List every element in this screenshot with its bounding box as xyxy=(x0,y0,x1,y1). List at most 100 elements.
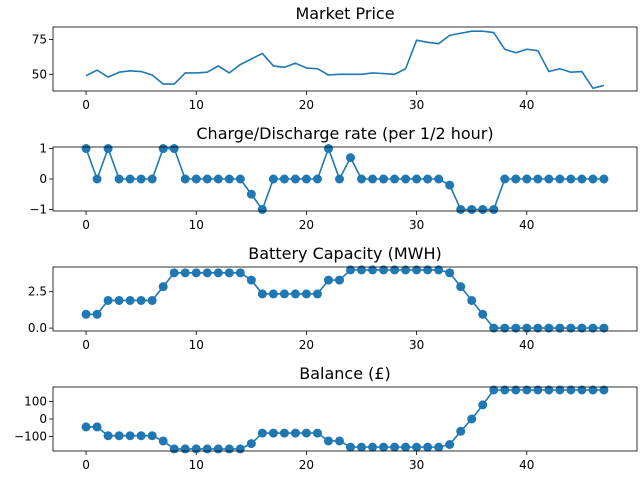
data-point xyxy=(81,422,91,432)
x-tick-label: 10 xyxy=(189,338,204,352)
data-point xyxy=(390,174,400,184)
data-point xyxy=(577,174,587,184)
data-point xyxy=(180,268,190,278)
data-point xyxy=(235,174,245,184)
data-point xyxy=(92,309,102,319)
data-point xyxy=(423,442,433,452)
data-point xyxy=(445,180,455,190)
data-point xyxy=(169,444,179,454)
data-point xyxy=(412,265,422,275)
y-tick-label: −1 xyxy=(29,202,47,216)
data-point xyxy=(136,431,146,441)
data-point xyxy=(290,289,300,299)
data-point xyxy=(125,431,135,441)
data-point xyxy=(169,144,179,154)
data-point xyxy=(334,436,344,446)
data-point xyxy=(180,174,190,184)
data-point xyxy=(500,174,510,184)
data-point xyxy=(478,204,488,214)
x-tick-label: 0 xyxy=(82,218,90,232)
data-point xyxy=(323,144,333,154)
data-point xyxy=(279,428,289,438)
data-point xyxy=(357,265,367,275)
data-point xyxy=(368,442,378,452)
data-point xyxy=(423,174,433,184)
data-point xyxy=(379,174,389,184)
data-point xyxy=(588,385,598,395)
data-point xyxy=(522,385,532,395)
data-point xyxy=(279,174,289,184)
data-point xyxy=(191,444,201,454)
y-tick-label: −100 xyxy=(14,430,47,444)
data-point xyxy=(268,428,278,438)
data-point xyxy=(390,265,400,275)
data-point xyxy=(456,204,466,214)
y-tick-label: 50 xyxy=(32,67,47,81)
subplot-title: Charge/Discharge rate (per 1/2 hour) xyxy=(196,124,493,143)
data-point xyxy=(290,428,300,438)
y-tick-label: 0 xyxy=(39,172,47,186)
x-tick-label: 0 xyxy=(82,458,90,472)
data-point xyxy=(500,385,510,395)
data-point xyxy=(566,174,576,184)
x-tick-label: 10 xyxy=(189,458,204,472)
data-point xyxy=(379,442,389,452)
subplot-3: Battery Capacity (MWH) 0 10 20 30 40 0.0 2.5 xyxy=(28,244,638,352)
axes-frame xyxy=(52,146,638,212)
x-tick-label: 30 xyxy=(409,218,424,232)
data-point xyxy=(357,442,367,452)
x-tick-label: 20 xyxy=(299,338,314,352)
data-point xyxy=(434,442,444,452)
y-tick-label: 0.0 xyxy=(28,321,47,335)
x-tick-label: 0 xyxy=(82,338,90,352)
data-point xyxy=(103,295,113,305)
data-point xyxy=(213,444,223,454)
data-point xyxy=(401,265,411,275)
x-tick-label: 0 xyxy=(82,98,90,112)
data-point xyxy=(114,431,124,441)
data-point xyxy=(81,144,91,154)
data-point xyxy=(125,295,135,305)
axes-frame xyxy=(52,386,638,452)
data-point xyxy=(533,323,543,333)
data-point xyxy=(323,436,333,446)
x-tick-label: 40 xyxy=(519,218,534,232)
data-point xyxy=(555,174,565,184)
data-point xyxy=(445,439,455,449)
data-point xyxy=(467,414,477,424)
data-point xyxy=(467,295,477,305)
data-point xyxy=(213,268,223,278)
data-point xyxy=(599,385,609,395)
data-point xyxy=(412,174,422,184)
data-point xyxy=(202,174,212,184)
data-point xyxy=(224,174,234,184)
data-point xyxy=(544,385,554,395)
data-point xyxy=(334,275,344,285)
data-point xyxy=(379,265,389,275)
data-point xyxy=(588,323,598,333)
data-point xyxy=(489,385,499,395)
data-point xyxy=(522,174,532,184)
subplot-2: Charge/Discharge rate (per 1/2 hour)0 10 2… xyxy=(29,124,638,232)
axes-frame xyxy=(52,26,638,92)
data-point xyxy=(489,204,499,214)
data-point xyxy=(301,428,311,438)
data-point xyxy=(92,422,102,432)
data-point xyxy=(158,144,168,154)
data-point xyxy=(467,204,477,214)
data-point xyxy=(599,323,609,333)
data-point xyxy=(445,268,455,278)
data-point xyxy=(577,385,587,395)
x-tick-label: 20 xyxy=(299,218,314,232)
x-tick-label: 30 xyxy=(409,458,424,472)
data-point xyxy=(191,268,201,278)
data-point xyxy=(456,426,466,436)
data-point xyxy=(500,323,510,333)
x-tick-label: 40 xyxy=(519,338,534,352)
data-point xyxy=(213,174,223,184)
data-point xyxy=(191,174,201,184)
subplot-4: Balance (£) 0 10 20 30 40 −100 0 100 xyxy=(14,364,638,472)
data-point xyxy=(290,174,300,184)
data-point xyxy=(81,309,91,319)
data-point xyxy=(511,323,521,333)
